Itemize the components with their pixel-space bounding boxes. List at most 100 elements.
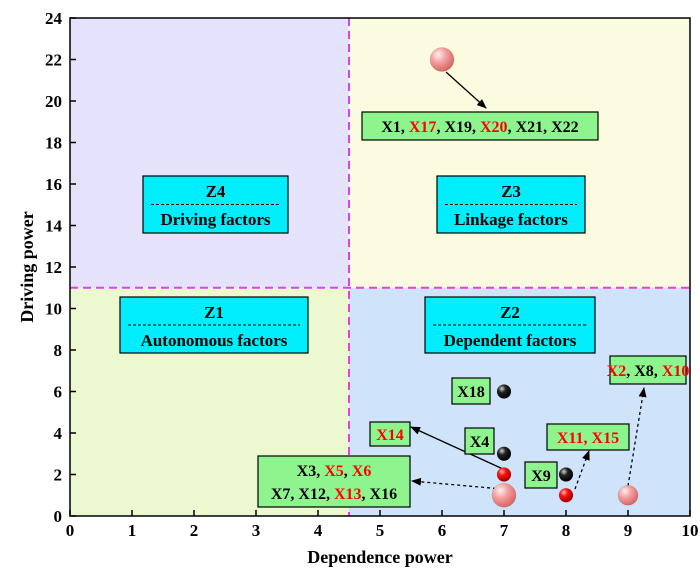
y-tick-label: 16 (45, 175, 62, 194)
data-point (617, 485, 639, 506)
factor-annotation: X1, X17, X19, X20, X21, X22 (361, 111, 599, 141)
arrows-layer (410, 71, 647, 490)
zone-subtitle: Driving factors (160, 210, 270, 229)
zone-title: Z4 (206, 182, 226, 201)
annotation-segment: X6 (352, 463, 372, 480)
annotation-segment: , X8, (626, 363, 662, 380)
data-point (558, 488, 574, 503)
zone-label-z4: Z4 Driving factors (142, 175, 289, 234)
divider-layer (70, 18, 690, 516)
zone-label-z2: Z2 Dependent factors (424, 296, 596, 354)
factor-annotation: X11, X15 (546, 423, 630, 451)
annotations-layer: X1, X17, X19, X20, X21, X22 X18 X4 X14 X9 X11… (257, 111, 690, 508)
x-tick-label: 2 (190, 521, 199, 540)
annotation-box (361, 111, 599, 141)
zone-z3-area (349, 18, 690, 288)
annotation-segment: X10 (662, 363, 690, 380)
factor-annotation: X2, X8, X10 (607, 355, 690, 385)
data-point (496, 467, 512, 482)
annotation-box (546, 423, 630, 451)
annotation-text: X2, X8, X10 (607, 363, 690, 380)
zone-z4-area (70, 18, 349, 288)
annotation-box (451, 377, 491, 405)
factor-annotation: X18 (451, 377, 491, 405)
y-tick-label: 20 (45, 92, 62, 111)
y-tick-label: 18 (45, 134, 62, 153)
zone-title: Z2 (500, 303, 520, 322)
annotation-segment: X7, X12, (271, 486, 334, 503)
x-tick-label: 0 (66, 521, 75, 540)
annotation-arrow (574, 450, 590, 490)
zone-subtitle: Dependent factors (444, 331, 577, 350)
annotation-text: X3, X5, X6 (297, 463, 372, 480)
annotation-arrow (627, 387, 647, 487)
annotation-text: X11, X15 (557, 430, 619, 447)
annotation-box (609, 355, 687, 385)
data-point (496, 446, 512, 461)
x-tick-label: 7 (500, 521, 509, 540)
annotation-segment: X1 (381, 119, 401, 136)
y-tick-label: 10 (45, 300, 62, 319)
y-tick-label: 8 (54, 341, 63, 360)
x-tick-label: 8 (562, 521, 571, 540)
annotation-text: X9 (531, 468, 551, 485)
annotation-segment: X15 (592, 430, 620, 447)
annotation-segment: X5 (324, 463, 344, 480)
annotation-segment: , X19, (436, 119, 480, 136)
factor-annotation: X9 (524, 461, 558, 489)
y-tick-label: 14 (45, 217, 63, 236)
annotation-arrow (410, 426, 504, 470)
zone-subtitle: Linkage factors (454, 210, 568, 229)
annotation-text: X7, X12, X13, X16 (271, 486, 397, 503)
data-point (496, 384, 512, 399)
x-tick-label: 4 (314, 521, 323, 540)
annotation-segment: , (401, 119, 409, 136)
zone-title: Z1 (204, 303, 224, 322)
annotation-box (257, 455, 411, 508)
y-tick-label: 4 (54, 424, 63, 443)
x-tick-label: 6 (438, 521, 447, 540)
y-tick-label: 6 (54, 383, 63, 402)
factor-annotation: X3, X5, X6 X7, X12, X13, X16 (257, 455, 411, 508)
annotation-segment: X4 (470, 434, 490, 451)
annotation-box (369, 421, 411, 447)
data-point (491, 483, 517, 508)
y-tick-label: 12 (45, 258, 62, 277)
y-axis-label: Driving power (17, 211, 37, 323)
annotation-text: X1, X17, X19, X20, X21, X22 (381, 119, 578, 136)
annotation-segment: X13 (334, 486, 362, 503)
annotation-box (464, 427, 495, 455)
annotation-segment: , (344, 463, 352, 480)
x-tick-label: 9 (624, 521, 633, 540)
x-tick-label: 10 (682, 521, 699, 540)
annotation-segment: X2 (607, 363, 627, 380)
annotation-segment: X18 (457, 384, 485, 401)
annotation-segment: X20 (480, 119, 508, 136)
annotation-segment: X11 (557, 430, 584, 447)
annotation-segment: , X16 (362, 486, 398, 503)
annotation-text: X18 (457, 384, 485, 401)
x-tick-label: 1 (128, 521, 137, 540)
zone-subtitle: Autonomous factors (141, 331, 288, 350)
data-point (429, 47, 455, 72)
zone-title: Z3 (501, 182, 521, 201)
x-tick-label: 3 (252, 521, 261, 540)
factor-annotation: X4 (464, 427, 495, 455)
annotation-box (524, 461, 558, 489)
x-tick-label: 5 (376, 521, 385, 540)
annotation-segment: X14 (376, 427, 404, 444)
annotation-segment: X17 (409, 119, 437, 136)
y-tick-label: 24 (45, 9, 63, 28)
annotation-arrow (445, 71, 487, 109)
annotation-segment: , (584, 430, 592, 447)
y-tick-label: 22 (45, 51, 62, 70)
data-point (558, 467, 574, 482)
annotation-segment: , X21, X22 (508, 119, 579, 136)
annotation-text: X4 (470, 434, 490, 451)
y-tick-label: 0 (54, 507, 63, 526)
zone-label-z1: Z1 Autonomous factors (119, 296, 309, 354)
annotation-text: X14 (376, 427, 404, 444)
